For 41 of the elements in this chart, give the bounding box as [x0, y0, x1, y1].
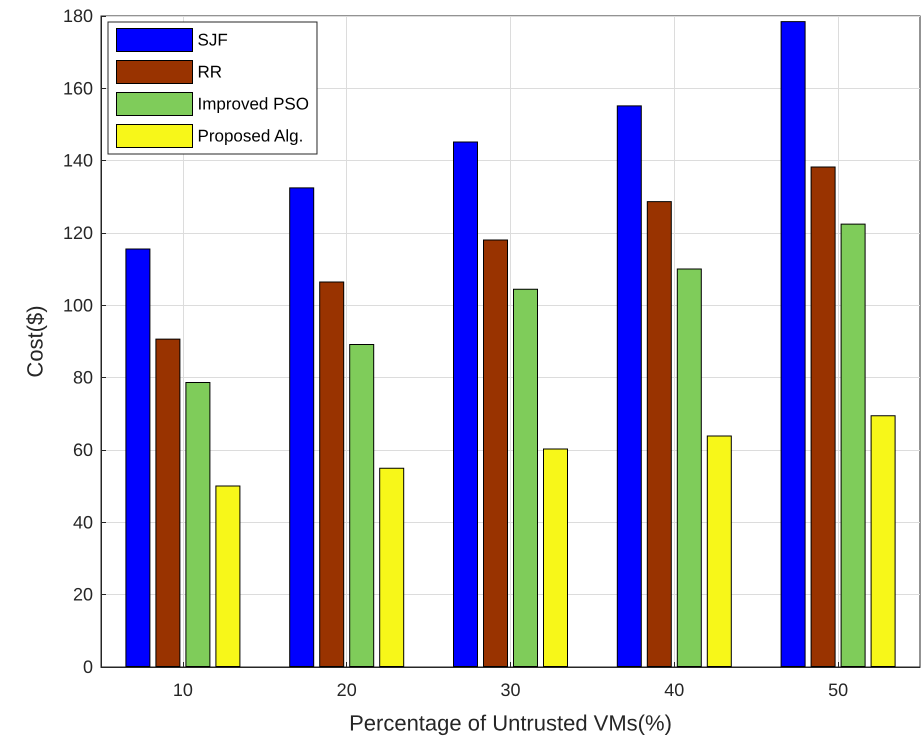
- y-tick-label: 60: [72, 440, 93, 460]
- bar: [646, 201, 672, 667]
- bar: [453, 142, 478, 667]
- bar: [840, 224, 866, 667]
- bar: [349, 344, 374, 667]
- y-tick-label: 160: [62, 78, 93, 98]
- legend-label: Proposed Alg.: [198, 126, 304, 146]
- y-tick-label: 20: [72, 584, 93, 605]
- bar: [379, 468, 404, 667]
- bar: [543, 448, 568, 667]
- bar: [125, 248, 150, 667]
- legend-label: SJF: [198, 30, 228, 50]
- legend-label: RR: [198, 62, 222, 82]
- y-tick-label: 180: [62, 6, 93, 26]
- x-axis-title: Percentage of Untrusted VMs(%): [349, 710, 672, 736]
- x-tick-label: 50: [828, 680, 848, 700]
- bar: [706, 436, 732, 667]
- bar: [289, 187, 314, 667]
- y-tick-label: 0: [82, 657, 93, 677]
- bar: [319, 281, 344, 667]
- x-tick-label: 10: [172, 680, 193, 700]
- y-tick-label: 40: [72, 512, 93, 532]
- bar: [810, 166, 836, 667]
- y-tick-label: 80: [72, 368, 93, 388]
- bar: [616, 105, 642, 667]
- bar: [155, 338, 180, 667]
- bar: [185, 382, 210, 667]
- x-tick-label: 30: [500, 680, 521, 700]
- y-axis-title: Cost($): [22, 305, 48, 378]
- x-tick-label: 40: [664, 680, 684, 700]
- bar: [676, 268, 702, 667]
- y-tick-label: 140: [62, 150, 93, 171]
- bar: [870, 415, 896, 667]
- y-tick-label: 100: [62, 295, 93, 316]
- bar: [780, 21, 806, 667]
- y-tick-label: 120: [62, 223, 93, 243]
- bar: [483, 240, 508, 667]
- x-tick-label: 20: [336, 680, 357, 700]
- bar: [513, 288, 538, 667]
- legend-label: Improved PSO: [198, 94, 309, 114]
- bar: [215, 485, 240, 667]
